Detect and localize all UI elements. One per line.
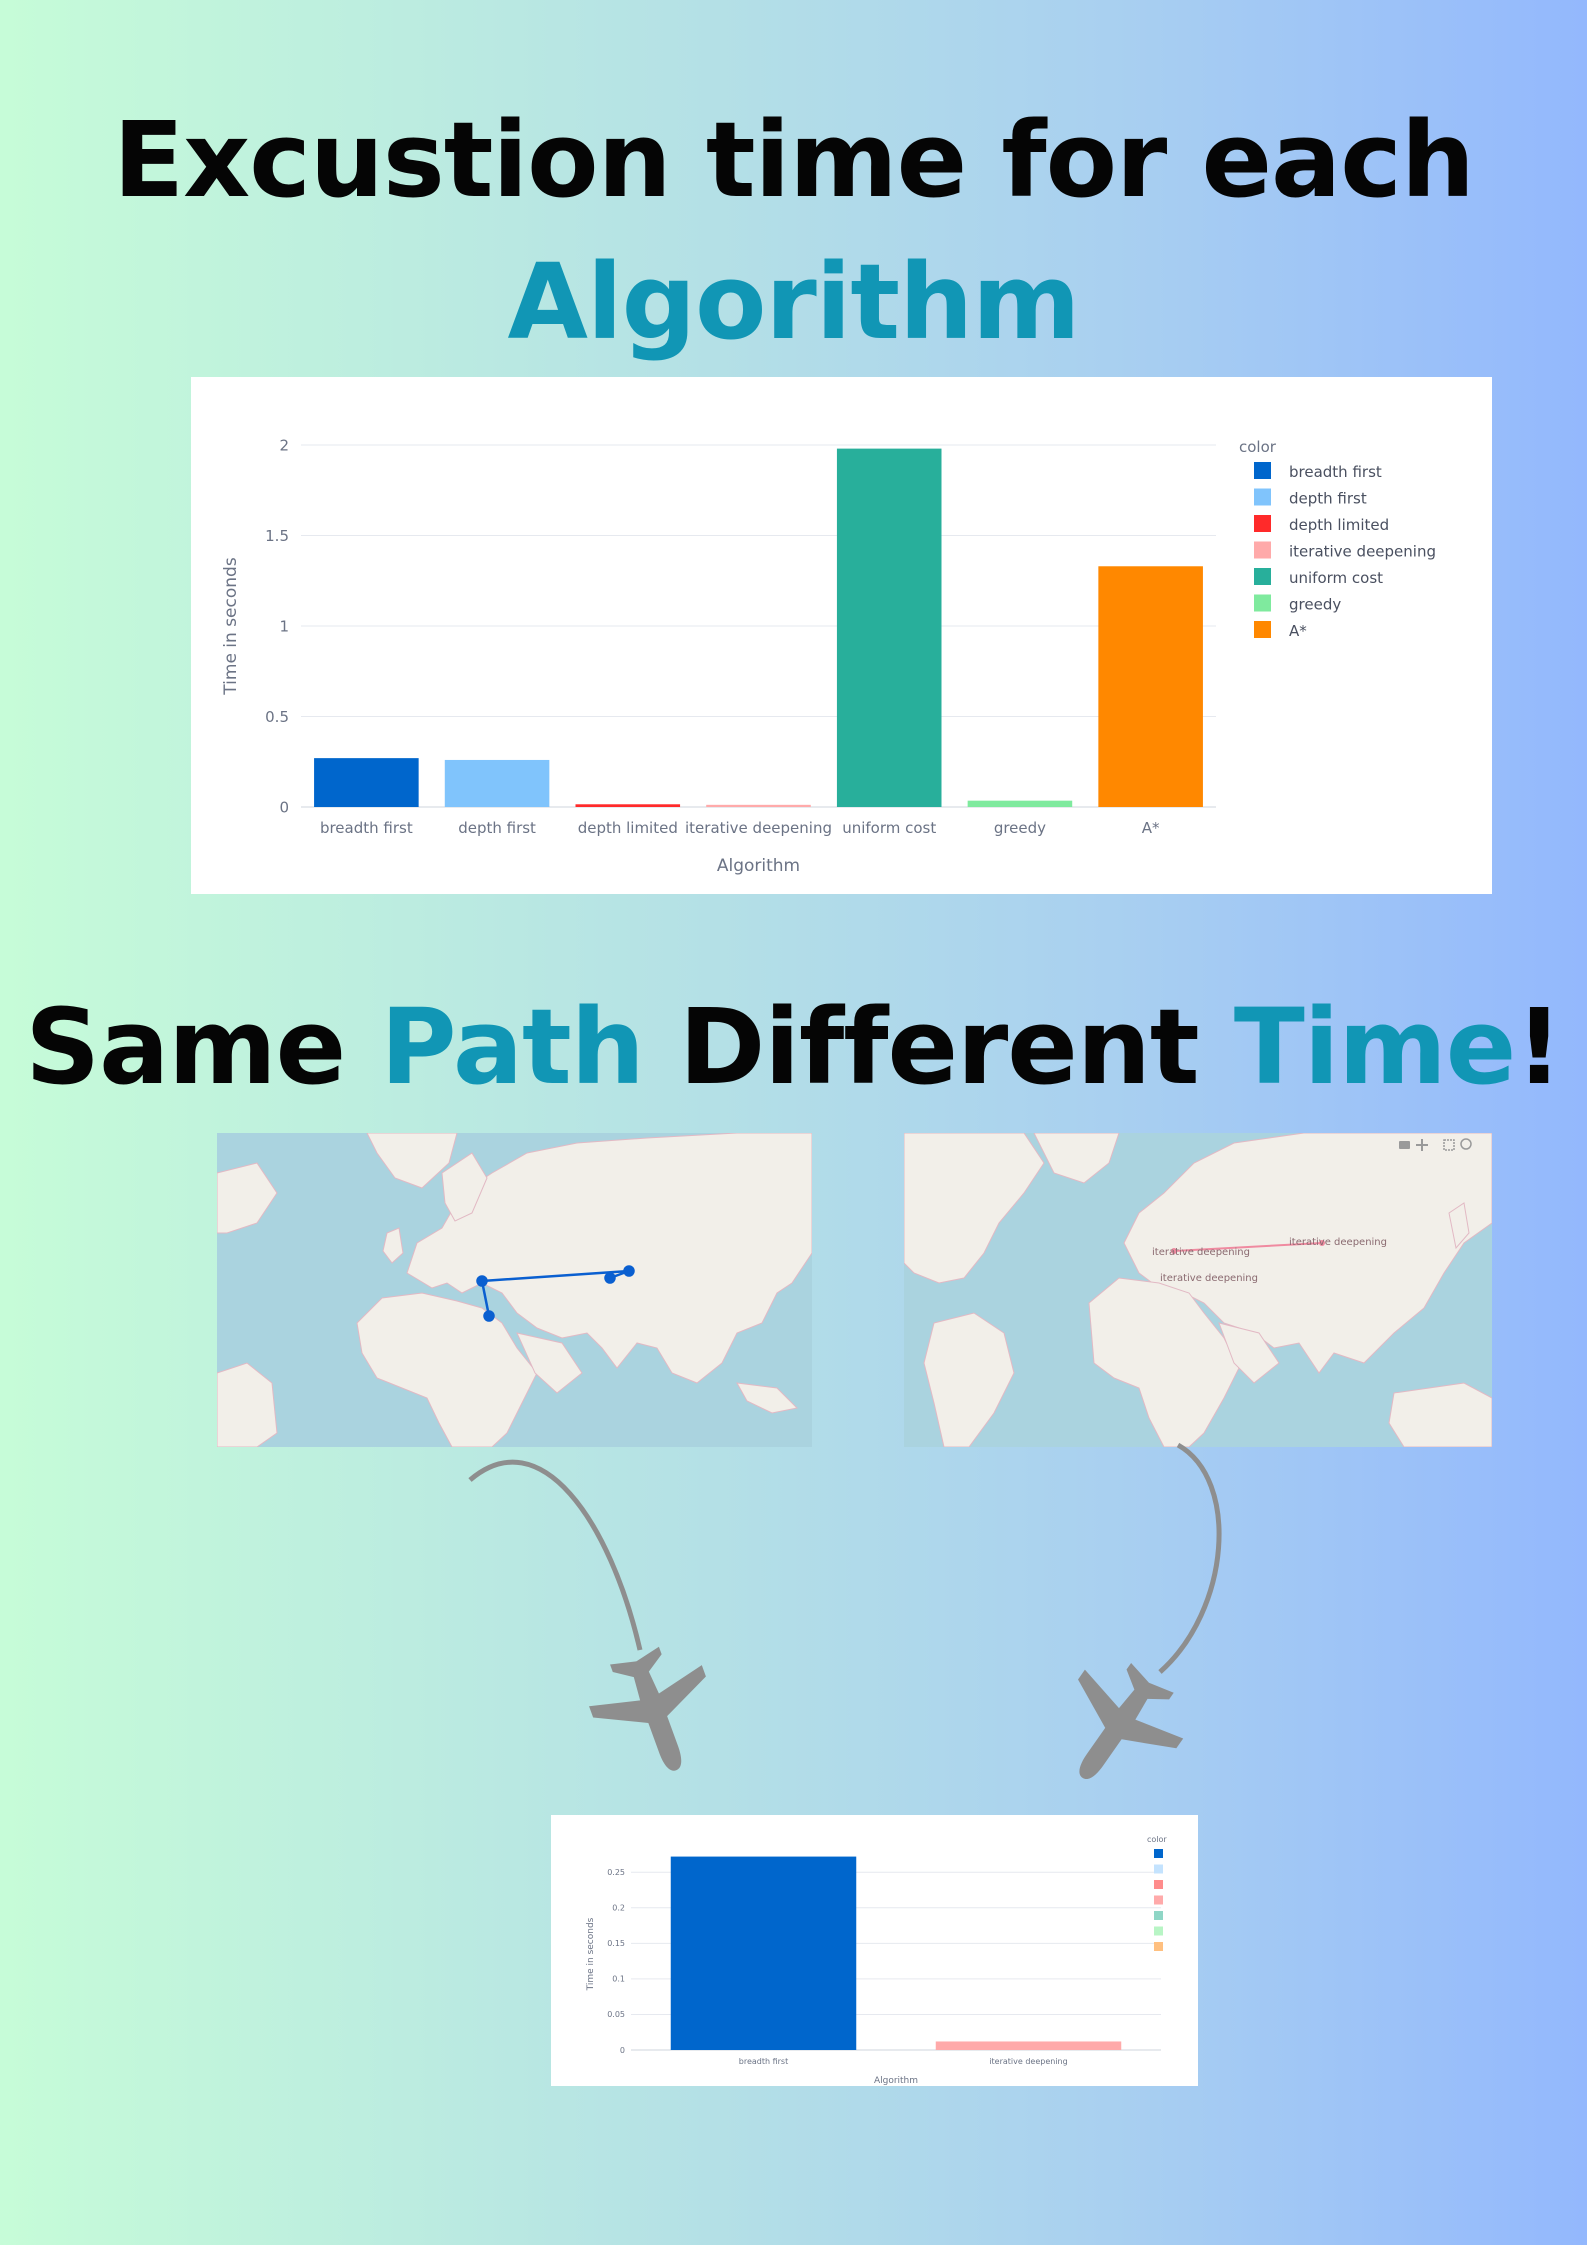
right-map-label-1: iterative deepening	[1152, 1247, 1250, 1258]
x-axis-label: Algorithm	[874, 2076, 918, 2086]
bar	[444, 759, 550, 807]
left-route-map[interactable]	[217, 1133, 812, 1447]
bar	[314, 758, 419, 807]
legend-swatch	[1254, 541, 1271, 559]
legend-swatch	[1254, 568, 1271, 585]
legend-swatch	[1254, 462, 1271, 479]
y-tick-label: 0.2	[612, 1904, 625, 1913]
right-map-canvas: iterative deepening iterative deepening …	[904, 1133, 1492, 1447]
small-chart-panel: 0 0.05 0.1 0.15 0.2 0.25 breadth first iterativ…	[551, 1815, 1198, 2086]
y-tick-label: 2	[279, 436, 289, 454]
x-tick-label: depth limited	[578, 819, 678, 837]
y-tick-label: 1	[279, 617, 289, 635]
x-tick-label: A*	[1142, 819, 1160, 837]
left-plane-icon	[589, 1646, 706, 1771]
bar	[575, 804, 681, 807]
lasso-icon[interactable]	[1460, 1138, 1472, 1150]
y-tick-label: 0.1	[612, 1975, 625, 1984]
heading-line-2: Algorithm	[507, 241, 1080, 363]
legend-title: color	[1147, 1835, 1167, 1844]
bar	[1098, 566, 1203, 807]
legend-swatch	[1154, 1911, 1163, 1920]
legend-label: breadth first	[1289, 463, 1382, 481]
legend-swatch	[1154, 1864, 1163, 1874]
main-bar-chart: 0 0.5 1 1.5 2 breadth first depth first depth l…	[221, 436, 1436, 876]
right-map-label-3: iterative deepening	[1160, 1273, 1258, 1284]
x-tick-label: uniform cost	[842, 819, 936, 837]
legend-swatch	[1154, 1895, 1163, 1905]
x-tick-label: iterative deepening	[685, 819, 832, 837]
right-map-label-2: iterative deepening	[1289, 1237, 1387, 1248]
x-tick-label: breadth first	[320, 819, 413, 837]
y-axis-label: Time in seconds	[221, 557, 241, 696]
legend-label: greedy	[1289, 596, 1341, 614]
y-tick-label: 0	[620, 2046, 625, 2055]
y-tick-label: 1.5	[265, 527, 289, 545]
heading-line-1: Excustion time for each	[113, 99, 1475, 221]
legend-swatch	[1254, 488, 1271, 506]
legend-label: depth limited	[1289, 516, 1389, 534]
y-axis-label: Time in seconds	[586, 1917, 596, 1991]
camera-icon[interactable]	[1399, 1141, 1410, 1149]
heading-2-time: Time	[1233, 986, 1516, 1108]
bar	[967, 800, 1073, 807]
map-toolbar[interactable]	[1399, 1138, 1472, 1151]
bar	[706, 804, 811, 807]
legend-swatch	[1254, 594, 1271, 612]
right-curved-arrow	[1158, 1442, 1222, 1674]
small-bar-chart: 0 0.05 0.1 0.15 0.2 0.25 breadth first iterativ…	[586, 1835, 1167, 2086]
bar	[836, 448, 942, 807]
bar	[670, 1856, 857, 2050]
y-tick-label: 0.15	[607, 1939, 625, 1948]
box-select-icon[interactable]	[1443, 1139, 1455, 1151]
legend-swatch	[1154, 1942, 1163, 1951]
pan-icon[interactable]	[1416, 1139, 1428, 1151]
legend-title: color	[1239, 438, 1277, 456]
y-tick-label: 0.25	[607, 1868, 625, 1877]
legend-swatch	[1254, 621, 1271, 638]
right-plane-icon	[1078, 1662, 1184, 1779]
x-tick-label: breadth first	[739, 2057, 788, 2066]
legend-label: A*	[1289, 622, 1307, 640]
legend-swatch	[1254, 515, 1271, 532]
x-tick-label: greedy	[994, 819, 1046, 837]
legend-swatch	[1154, 1880, 1163, 1889]
y-tick-label: 0	[279, 798, 289, 816]
heading-2-path: Path	[380, 986, 644, 1108]
heading-2-different: Different	[679, 986, 1200, 1108]
left-curved-arrow	[468, 1459, 643, 1651]
heading-2-same: Same	[25, 986, 346, 1108]
y-tick-label: 0.05	[607, 2010, 625, 2019]
main-chart-panel: 0 0.5 1 1.5 2 breadth first depth first depth l…	[191, 377, 1492, 894]
legend-swatch	[1154, 1849, 1163, 1858]
x-axis-label: Algorithm	[717, 856, 800, 876]
x-tick-label: iterative deepening	[989, 2057, 1067, 2066]
legend-label: uniform cost	[1289, 569, 1383, 587]
heading-2-exclaim: !	[1515, 986, 1562, 1108]
heading-2: Same Path Different Time!	[0, 995, 1587, 1099]
x-tick-label: depth first	[458, 819, 536, 837]
legend-label: depth first	[1289, 490, 1367, 508]
bar	[935, 2041, 1122, 2050]
legend-swatch	[1154, 1926, 1163, 1936]
legend-label: iterative deepening	[1289, 543, 1436, 561]
y-tick-label: 0.5	[265, 708, 289, 726]
left-map-canvas	[217, 1133, 812, 1447]
right-route-map[interactable]: iterative deepening iterative deepening …	[904, 1133, 1492, 1447]
